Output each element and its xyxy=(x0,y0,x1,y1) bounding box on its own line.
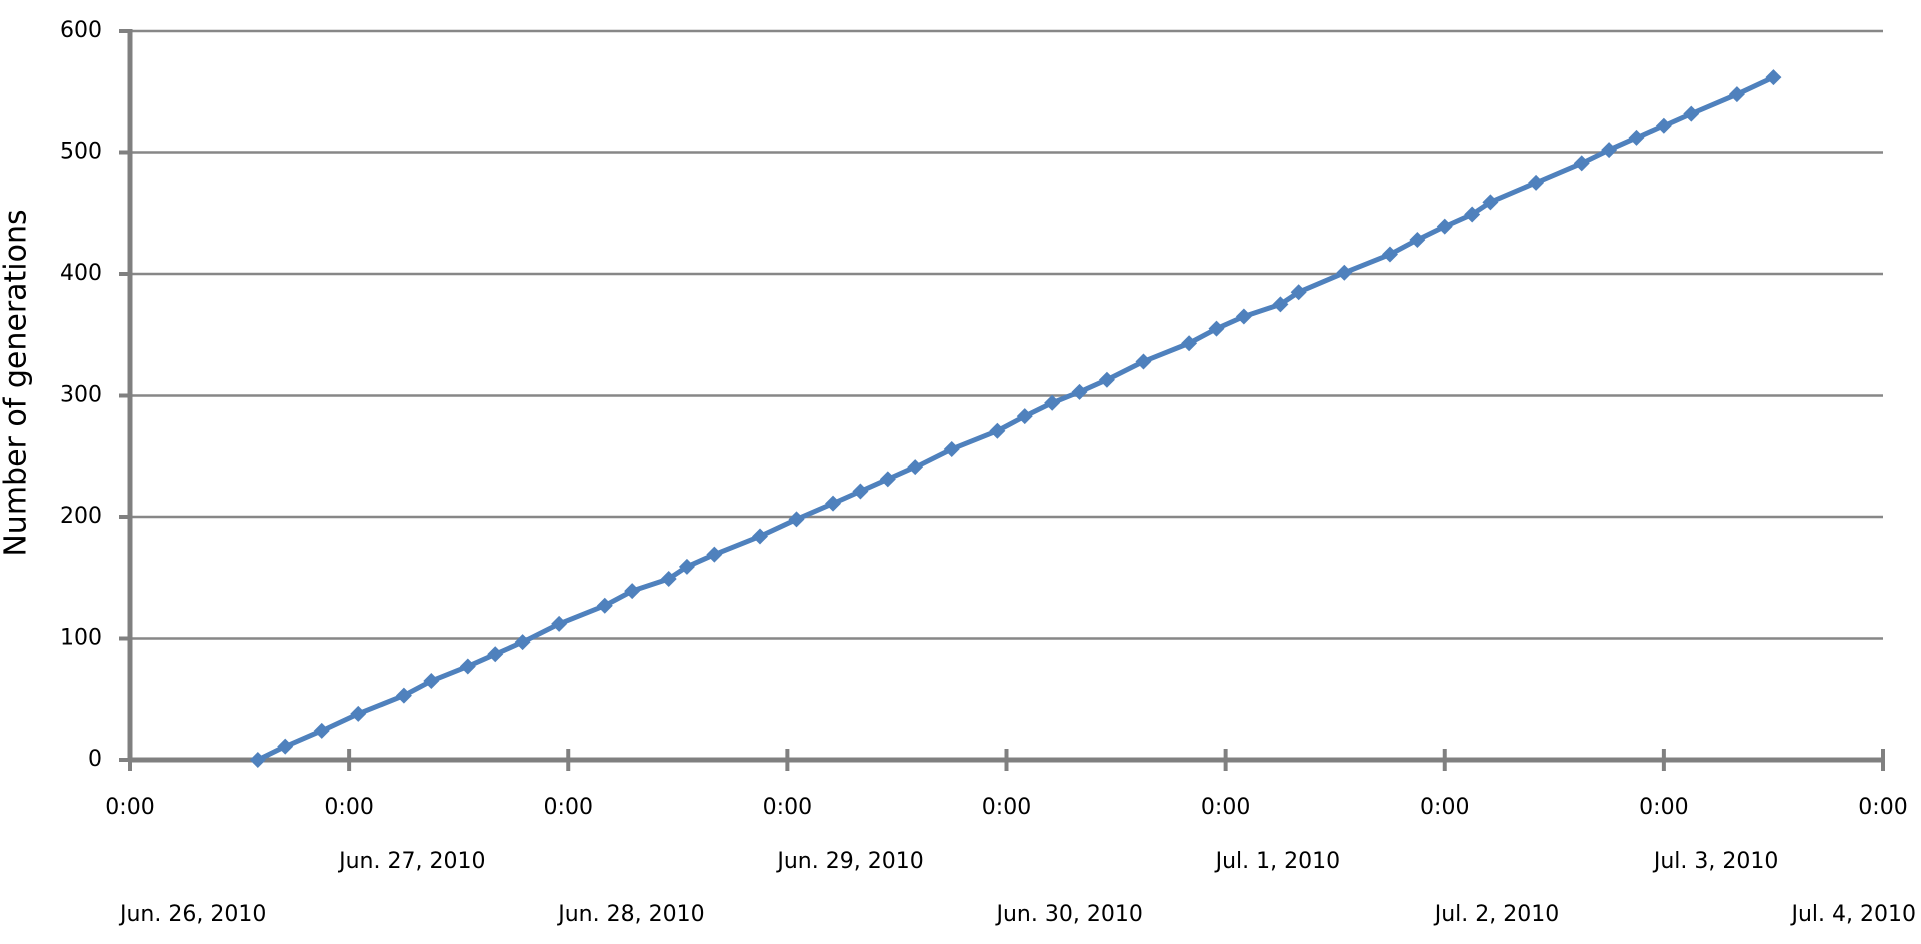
x-tick-date: Jul. 2, 2010 xyxy=(1433,902,1560,927)
point xyxy=(1655,117,1672,134)
y-tick-label: 600 xyxy=(60,18,102,43)
point xyxy=(1683,105,1700,122)
x-tick-date: Jun. 27, 2010 xyxy=(337,849,485,874)
point xyxy=(313,722,330,739)
series-line xyxy=(256,74,1775,763)
point xyxy=(1098,371,1115,388)
point xyxy=(751,528,768,545)
point xyxy=(1016,408,1033,425)
y-tick-label: 300 xyxy=(60,383,102,408)
point xyxy=(943,440,960,457)
point xyxy=(1336,264,1353,281)
point xyxy=(624,583,641,600)
point xyxy=(1628,129,1645,146)
point xyxy=(879,471,896,488)
point xyxy=(1436,218,1453,235)
point xyxy=(596,597,613,614)
point xyxy=(852,483,869,500)
point xyxy=(1482,194,1499,211)
point xyxy=(249,752,266,768)
point xyxy=(514,634,531,651)
point xyxy=(706,546,723,563)
point xyxy=(1765,69,1782,86)
point xyxy=(1464,206,1481,223)
point xyxy=(1409,231,1426,248)
point xyxy=(1290,284,1307,301)
point xyxy=(1528,174,1545,191)
x-tick-label: 0:00 xyxy=(1201,795,1250,820)
point xyxy=(1235,308,1252,325)
x-tick-date: Jul. 3, 2010 xyxy=(1652,849,1779,874)
x-tick-label: 0:00 xyxy=(763,795,812,820)
point xyxy=(1135,353,1152,370)
x-tick-label: 0:00 xyxy=(544,795,593,820)
x-tick-label: 0:00 xyxy=(105,795,154,820)
x-tick-label: 0:00 xyxy=(982,795,1031,820)
x-tick-label: 0:00 xyxy=(1858,795,1907,820)
x-tick-date: Jul. 4, 2010 xyxy=(1789,902,1916,927)
y-tick-label: 0 xyxy=(88,747,102,772)
point xyxy=(1272,296,1289,313)
x-tick-date: Jun. 26, 2010 xyxy=(118,902,266,927)
point xyxy=(825,495,842,512)
point xyxy=(660,570,677,587)
y-tick-label: 500 xyxy=(60,140,102,165)
point xyxy=(1071,383,1088,400)
x-tick-date: Jun. 30, 2010 xyxy=(995,902,1143,927)
x-tick-date: Jun. 29, 2010 xyxy=(775,849,923,874)
x-tick-label: 0:00 xyxy=(1639,795,1688,820)
point xyxy=(1573,155,1590,172)
point xyxy=(423,673,440,690)
point xyxy=(989,422,1006,439)
point xyxy=(1381,246,1398,263)
x-tick-label: 0:00 xyxy=(324,795,373,820)
point xyxy=(551,615,568,632)
y-tick-label: 200 xyxy=(60,504,102,529)
point xyxy=(1044,394,1061,411)
point xyxy=(788,511,805,528)
y-axis-label: Number of generations xyxy=(0,209,34,556)
point xyxy=(1208,320,1225,337)
point xyxy=(1728,86,1745,103)
point xyxy=(1181,335,1198,352)
point xyxy=(395,687,412,704)
x-tick-date: Jul. 1, 2010 xyxy=(1214,849,1341,874)
point xyxy=(277,738,294,755)
x-tick-label: 0:00 xyxy=(1420,795,1469,820)
y-tick-label: 400 xyxy=(60,261,102,286)
point xyxy=(459,658,476,675)
point xyxy=(350,705,367,722)
point xyxy=(1601,142,1618,159)
x-tick-date: Jun. 28, 2010 xyxy=(556,902,704,927)
point xyxy=(907,459,924,476)
point xyxy=(678,558,695,575)
y-tick-label: 100 xyxy=(60,626,102,651)
point xyxy=(487,646,504,663)
